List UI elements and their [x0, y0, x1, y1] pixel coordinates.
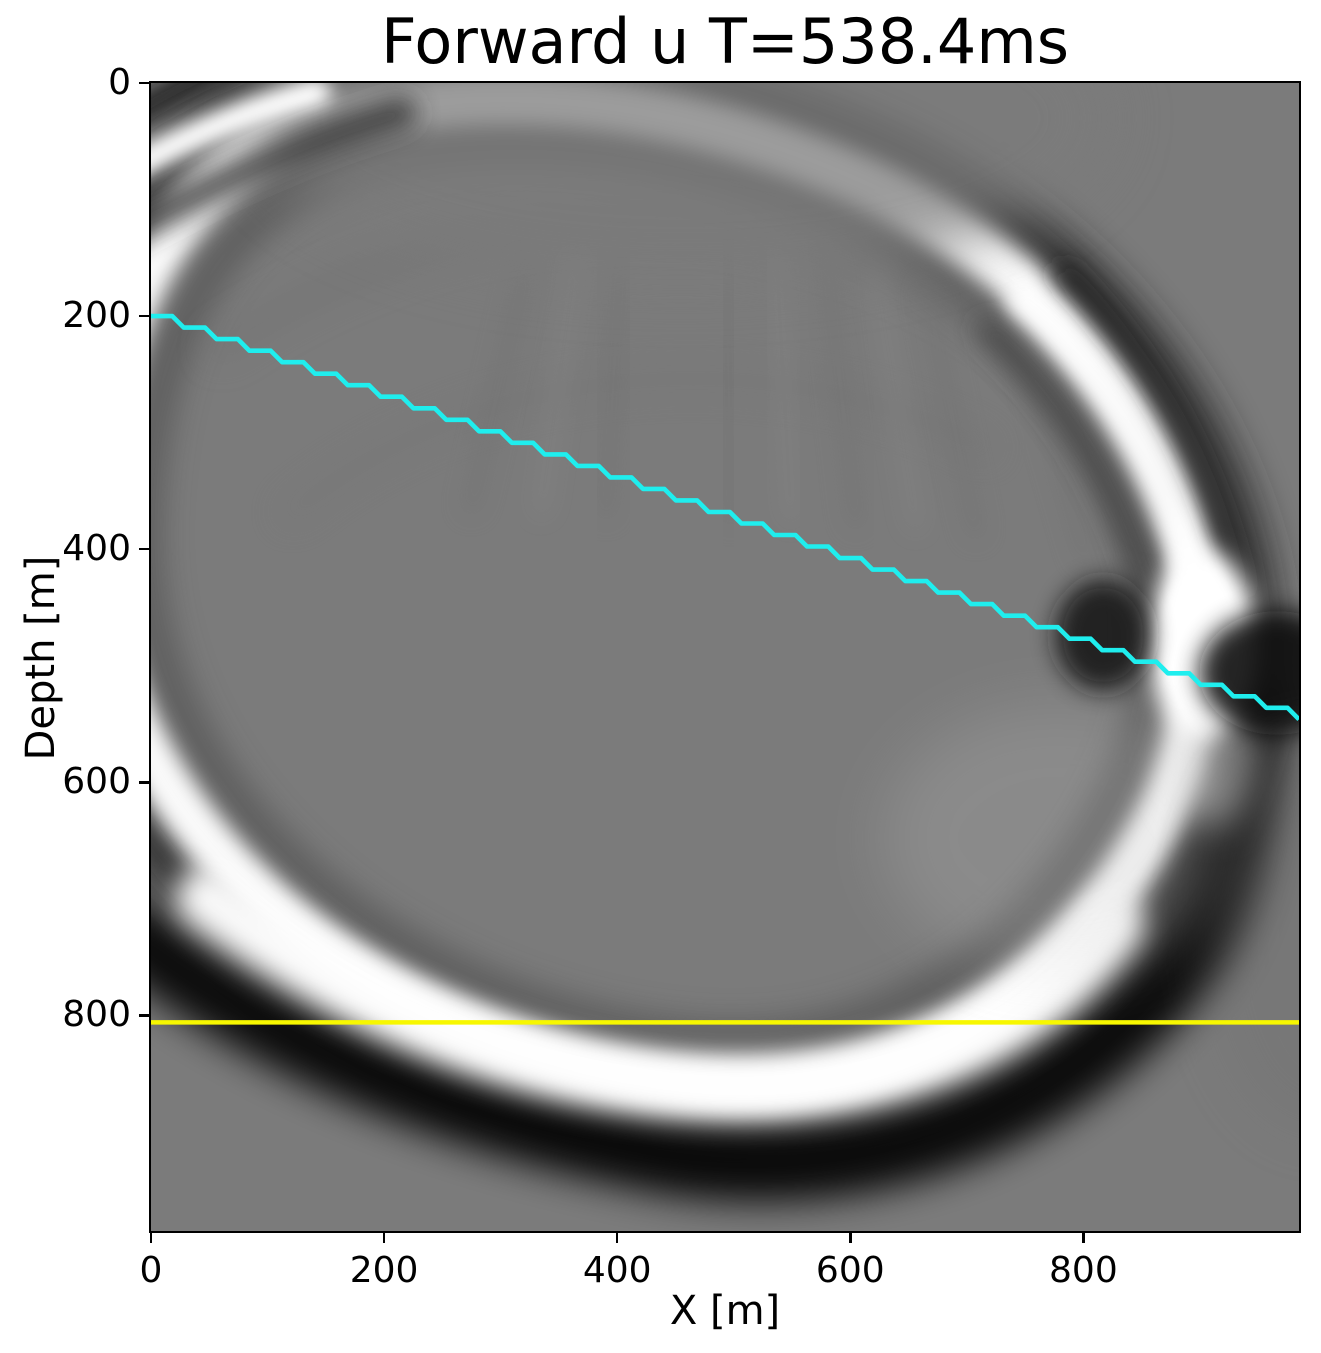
x-tick-label: 600: [815, 1250, 885, 1291]
figure-title: Forward u T=538.4ms: [380, 5, 1070, 78]
y-tick-mark: [139, 314, 151, 318]
x-tick-label: 400: [582, 1250, 652, 1291]
y-tick-label: 800: [62, 994, 131, 1036]
wavefield-layers: [151, 83, 1299, 1231]
x-tick-label: 200: [349, 1250, 419, 1291]
x-tick-label: 0: [139, 1250, 163, 1291]
interface-line: [151, 313, 1299, 722]
x-axis-label: X [m]: [669, 1288, 781, 1334]
y-tick-label: 200: [62, 295, 131, 337]
plot-area: [149, 81, 1301, 1233]
x-tick-mark: [149, 1231, 153, 1243]
y-tick-label: 400: [62, 528, 131, 570]
y-tick-mark: [139, 781, 151, 784]
x-tick-mark: [849, 1231, 852, 1243]
x-tick-mark: [382, 1231, 386, 1243]
y-axis-label: Depth [m]: [18, 555, 64, 761]
y-tick-label: 0: [108, 62, 131, 103]
x-tick-mark: [1082, 1231, 1085, 1243]
wavefield-image: [151, 83, 1299, 1231]
x-tick-mark: [615, 1231, 619, 1243]
y-tick-mark: [139, 547, 151, 551]
y-tick-mark: [139, 81, 151, 85]
x-tick-label: 800: [1049, 1250, 1118, 1291]
y-tick-mark: [139, 1014, 151, 1017]
y-tick-label: 600: [62, 761, 131, 803]
